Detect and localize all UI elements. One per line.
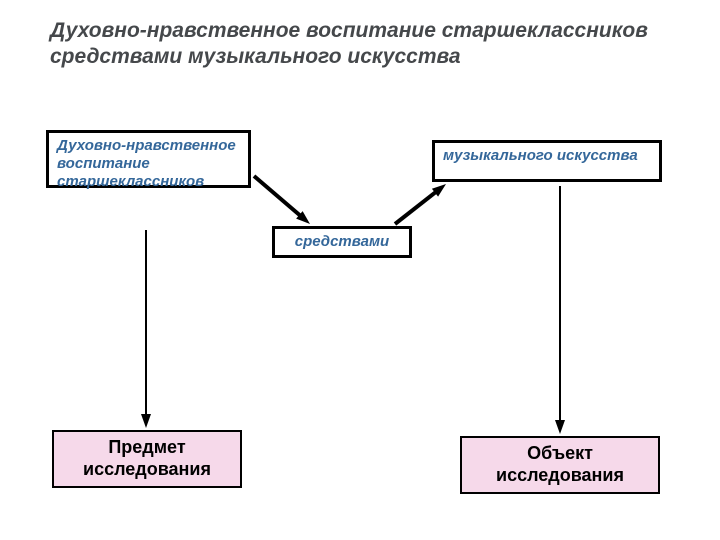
- slide-title: Духовно-нравственное воспитание старшекл…: [50, 18, 670, 71]
- node-research-subject: Предмет исследования: [52, 430, 242, 488]
- node-label: средствами: [295, 233, 389, 251]
- node-label: Предмет исследования: [54, 437, 240, 480]
- node-spiritual-education: Духовно-нравственное воспитание старшекл…: [46, 130, 251, 188]
- node-label: Духовно-нравственное воспитание старшекл…: [57, 137, 236, 190]
- node-label: музыкального искусства: [443, 147, 638, 164]
- node-by-means-of: средствами: [272, 226, 412, 258]
- diagram-stage: Духовно-нравственное воспитание старшекл…: [0, 0, 720, 540]
- node-research-object: Объект исследования: [460, 436, 660, 494]
- node-musical-art: музыкального искусства: [432, 140, 662, 182]
- node-label: Объект исследования: [462, 443, 658, 486]
